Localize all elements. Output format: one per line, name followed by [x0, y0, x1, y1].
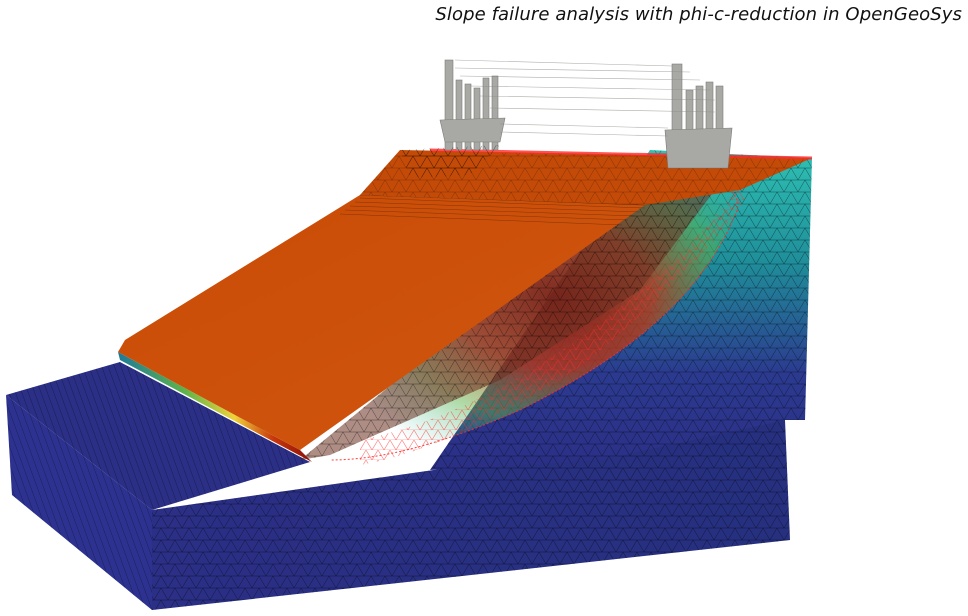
slope-surface	[118, 195, 645, 450]
slope-edge-band	[118, 352, 312, 462]
figure-caption: Slope failure analysis with phi-c-reduct…	[435, 4, 962, 25]
displacement-glyphs	[439, 59, 733, 169]
